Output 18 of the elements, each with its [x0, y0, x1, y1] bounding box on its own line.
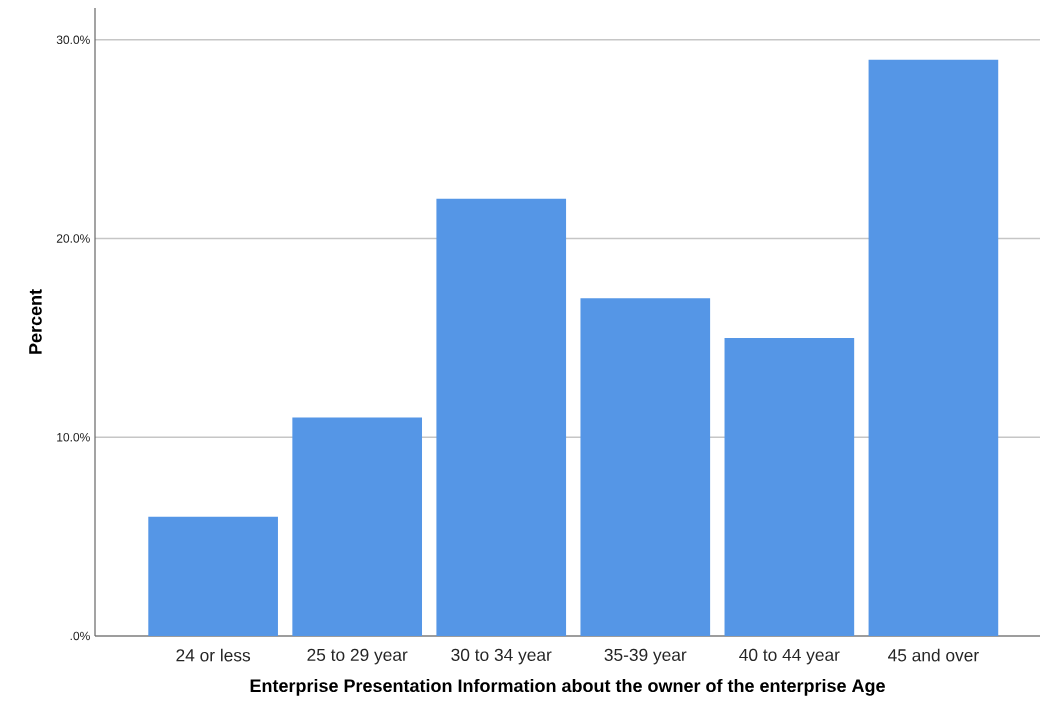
- bar: [580, 298, 711, 636]
- y-tick-label: 20.0%: [56, 234, 90, 243]
- x-tick-label: 35-39 year: [604, 648, 687, 665]
- bar: [148, 516, 278, 636]
- x-tick-label: 45 and over: [888, 648, 979, 662]
- x-axis-title: Enterprise Presentation Information about the owner of the enterprise Age: [250, 678, 885, 696]
- x-tick-label: 40 to 44 year: [739, 648, 840, 665]
- x-tick-label: 24 or less: [176, 648, 251, 662]
- bar: [436, 198, 567, 636]
- x-tick-label: 30 to 34 year: [451, 648, 552, 665]
- x-tick-label: 25 to 29 year: [307, 648, 408, 665]
- y-tick-label: 10.0%: [57, 433, 90, 442]
- bar: [724, 337, 855, 636]
- y-tick-label: 30.0%: [56, 35, 90, 45]
- y-tick-label: .0%: [70, 631, 90, 641]
- y-axis-title: Percent: [29, 289, 42, 354]
- bar: [868, 59, 999, 636]
- bar: [292, 417, 423, 636]
